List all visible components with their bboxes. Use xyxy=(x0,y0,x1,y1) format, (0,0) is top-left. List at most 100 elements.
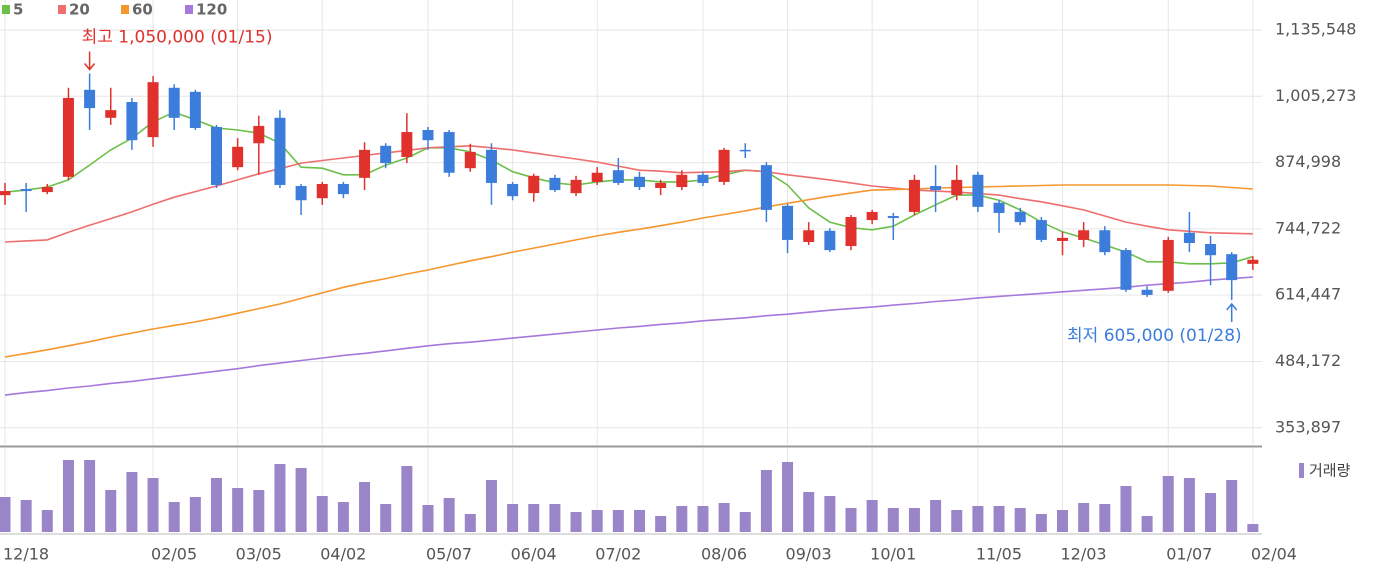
volume-bar xyxy=(41,510,53,532)
candle-body xyxy=(295,185,307,201)
volume-bar xyxy=(845,508,857,532)
candle-body xyxy=(232,146,244,168)
candle-body xyxy=(507,183,519,197)
high-arrow xyxy=(84,51,96,71)
candle-body xyxy=(1078,230,1090,240)
candle-body xyxy=(591,172,603,182)
volume-bar xyxy=(1014,508,1026,532)
candle-body xyxy=(316,183,328,199)
volume-bar xyxy=(253,490,265,532)
volume-bar xyxy=(485,480,497,532)
volume-bar xyxy=(1226,480,1238,532)
x-tick-label: 08/06 xyxy=(701,545,747,564)
candle-body xyxy=(1099,230,1111,253)
x-tick-label: 12/03 xyxy=(1061,545,1107,564)
volume-bar xyxy=(359,482,371,532)
low-annotation: 최저 605,000 (01/28) xyxy=(1067,326,1242,346)
volume-bar xyxy=(105,490,117,532)
volume-bar xyxy=(1099,504,1111,532)
x-tick-label: 11/05 xyxy=(976,545,1022,564)
candle-body xyxy=(105,110,117,118)
x-tick-label: 06/04 xyxy=(511,545,557,564)
candle-body xyxy=(993,202,1005,213)
volume-bar xyxy=(316,496,328,532)
y-tick-label: 353,897 xyxy=(1275,417,1341,436)
volume-legend-swatch xyxy=(1299,463,1304,478)
candle-body xyxy=(908,179,920,212)
volume-bar xyxy=(803,492,815,532)
candle-body xyxy=(824,230,836,251)
high-annotation: 최고 1,050,000 (01/15) xyxy=(82,28,273,48)
volume-bar xyxy=(697,506,709,532)
candle-body xyxy=(570,179,582,194)
candle-body xyxy=(147,82,159,138)
candle-body xyxy=(1035,220,1047,240)
candle-body xyxy=(1183,232,1195,243)
x-tick-label: 07/02 xyxy=(595,545,641,564)
candle-body xyxy=(126,102,138,141)
volume-bar xyxy=(930,500,942,532)
volume-bar xyxy=(1205,493,1217,532)
x-tick-label: 09/03 xyxy=(786,545,832,564)
volume-bar xyxy=(1120,486,1132,532)
candle-body xyxy=(168,87,180,118)
candle-body xyxy=(1120,250,1132,290)
candle-body xyxy=(211,126,222,185)
candle-body xyxy=(634,176,645,188)
x-tick-label: 10/01 xyxy=(870,545,916,564)
candle-body xyxy=(951,179,963,196)
candle-body xyxy=(380,145,392,164)
volume-bar xyxy=(782,462,794,532)
volume-bar xyxy=(126,472,138,532)
volume-bar xyxy=(84,460,96,532)
ma-line xyxy=(4,144,1253,243)
volume-bar xyxy=(232,488,244,532)
y-tick-label: 744,722 xyxy=(1275,218,1341,237)
volume-bar xyxy=(993,506,1005,532)
candle-body xyxy=(337,183,349,195)
candle-body xyxy=(84,89,96,109)
candle-body xyxy=(189,91,201,128)
x-tick-label: 05/07 xyxy=(426,545,472,564)
legend-label: 60 xyxy=(132,1,153,19)
volume-bar xyxy=(189,497,201,532)
candle-body xyxy=(1226,254,1238,281)
candle-body xyxy=(1141,289,1153,295)
candle-body xyxy=(866,211,878,221)
volume-bar xyxy=(549,504,561,532)
candle-body xyxy=(485,149,497,183)
candle-body xyxy=(930,185,942,191)
volume-bar xyxy=(443,498,455,532)
volume-bar xyxy=(655,516,667,532)
legend-label: 5 xyxy=(13,1,23,19)
candle-body xyxy=(612,170,624,183)
volume-bar xyxy=(824,496,836,532)
candle-body xyxy=(676,174,688,188)
volume-bar xyxy=(951,510,963,532)
volume-bar xyxy=(528,504,540,532)
candle-body xyxy=(1162,239,1174,291)
volume-legend-label: 거래량 xyxy=(1309,462,1351,480)
candle-body xyxy=(549,177,561,191)
candle-body xyxy=(443,132,455,173)
legend-swatch xyxy=(58,5,66,14)
volume-bar xyxy=(1247,524,1259,532)
volume-bar xyxy=(634,510,645,532)
x-tick-label: 02/04 xyxy=(1251,545,1297,564)
legend-label: 120 xyxy=(196,1,227,19)
volume-bar xyxy=(1141,516,1153,532)
y-tick-label: 614,447 xyxy=(1275,285,1341,304)
volume-bar xyxy=(464,514,476,532)
volume-bar xyxy=(401,466,413,532)
legend-label: 20 xyxy=(69,1,90,19)
volume-bar xyxy=(1183,478,1195,532)
candle-body xyxy=(1014,211,1026,223)
volume-bar xyxy=(0,497,11,532)
volume-bar xyxy=(908,508,920,532)
candle-body xyxy=(464,151,476,169)
volume-bar xyxy=(1035,514,1047,532)
candle-body xyxy=(718,149,730,182)
volume-bar xyxy=(295,468,307,532)
y-tick-label: 1,135,548 xyxy=(1275,19,1356,38)
